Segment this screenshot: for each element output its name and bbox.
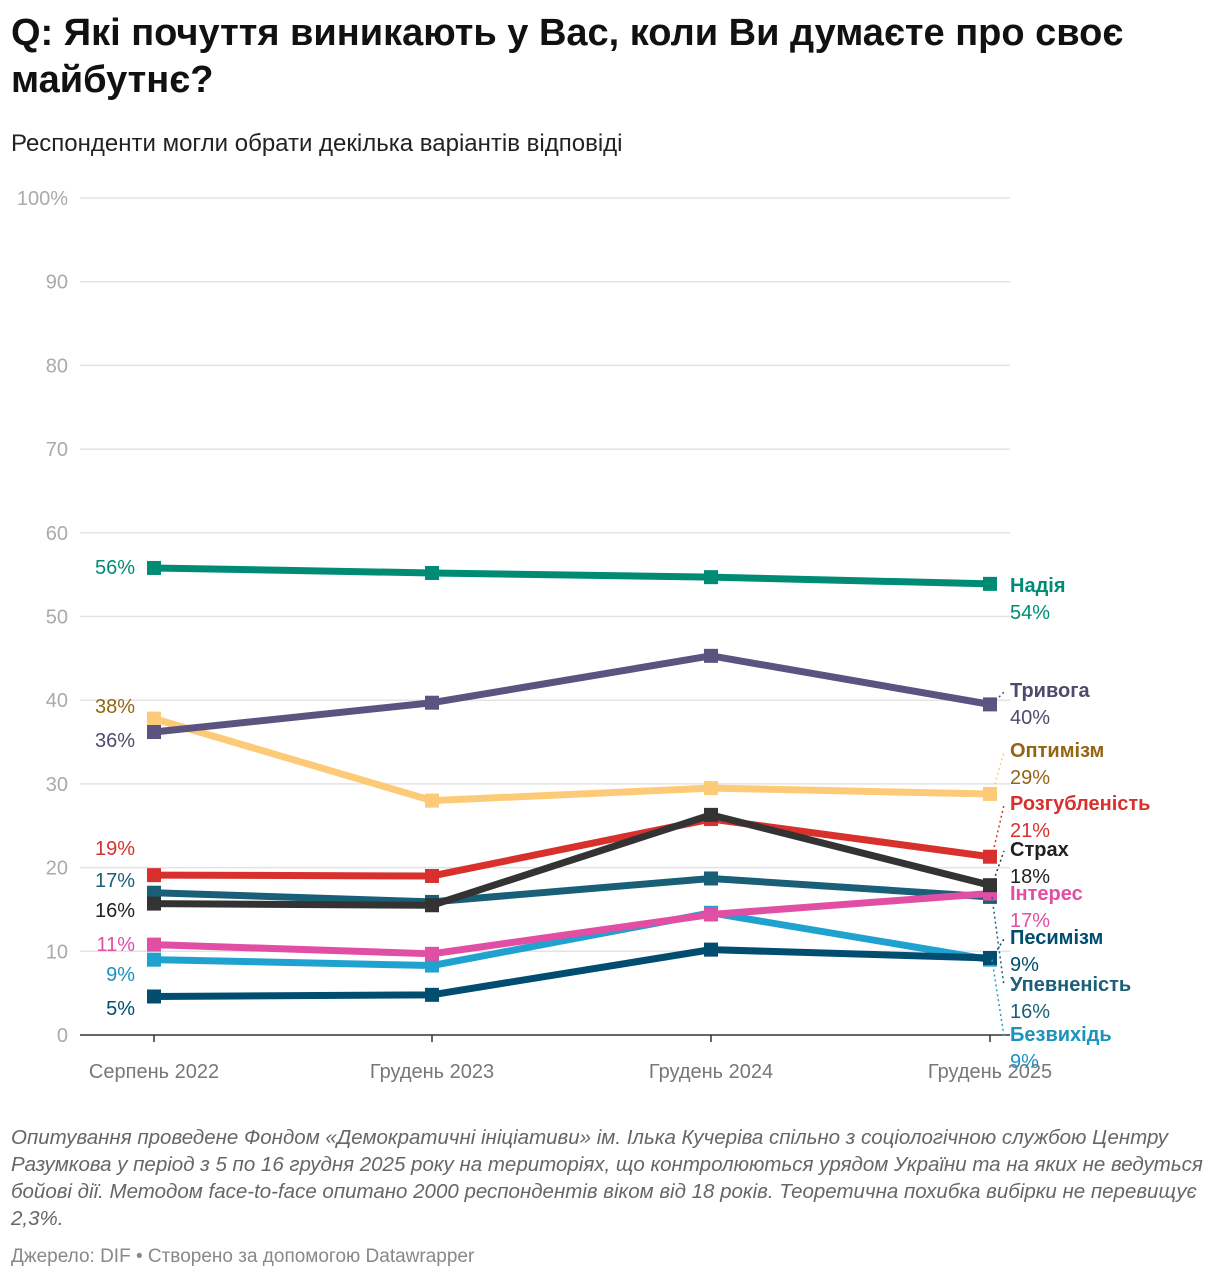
data-point bbox=[704, 907, 718, 922]
data-point bbox=[983, 697, 997, 712]
data-point bbox=[983, 786, 997, 801]
methodology-note: Опитування проведене Фондом «Демократичн… bbox=[11, 1126, 1203, 1230]
y-tick-label: 0 bbox=[57, 1025, 68, 1047]
data-point bbox=[704, 807, 718, 822]
y-tick-label: 40 bbox=[46, 690, 68, 712]
data-point bbox=[425, 946, 439, 961]
series-line bbox=[153, 652, 991, 736]
label-leader-line bbox=[991, 896, 1005, 987]
y-tick-label: 90 bbox=[46, 272, 68, 294]
data-labels: 56% 36% 38% 19% 16% 11% 5% 17% 9% Надія 54% Тривога… bbox=[95, 557, 1151, 1073]
x-tick-label: Грудень 2024 bbox=[649, 1061, 773, 1083]
y-tick-label: 30 bbox=[46, 774, 68, 796]
data-point bbox=[983, 878, 997, 893]
data-point bbox=[147, 896, 161, 911]
source-credit: Джерело: DIF • Створено за допомогою Dat… bbox=[11, 1246, 475, 1267]
end-value-label: 18% bbox=[1010, 866, 1050, 888]
data-point bbox=[425, 695, 439, 710]
data-point bbox=[147, 952, 161, 967]
series-line bbox=[153, 946, 991, 1000]
x-tick-label: Грудень 2023 bbox=[370, 1061, 494, 1083]
label-leader-line bbox=[991, 959, 1005, 1037]
series-name-label: Тривога bbox=[1010, 680, 1091, 702]
data-point bbox=[983, 576, 997, 591]
data-point bbox=[147, 989, 161, 1004]
series-line bbox=[153, 815, 991, 880]
line-chart: 0 10 20 30 40 50 60 70 80 90 100% Серпень 2022 Груд… bbox=[17, 188, 1151, 1083]
start-value-label: 17% bbox=[95, 870, 135, 892]
label-leader-line bbox=[991, 850, 1005, 886]
end-value-label: 16% bbox=[1010, 1001, 1050, 1023]
start-value-label: 11% bbox=[96, 934, 135, 956]
end-value-label: 17% bbox=[1010, 910, 1050, 932]
data-point bbox=[425, 793, 439, 808]
series-line bbox=[153, 890, 991, 958]
label-leader-line bbox=[991, 938, 1005, 959]
series-name-label: Безвихідь bbox=[1010, 1024, 1112, 1046]
chart-subtitle: Респонденти могли обрати декілька варіан… bbox=[11, 130, 623, 157]
series-name-label: Надія bbox=[1010, 575, 1066, 597]
data-point bbox=[704, 781, 718, 796]
start-value-label: 16% bbox=[95, 900, 135, 922]
data-point bbox=[147, 868, 161, 883]
series-name-label: Оптимізм bbox=[1010, 740, 1104, 762]
series-line bbox=[153, 564, 991, 588]
series-name-label: Страх bbox=[1010, 839, 1069, 861]
data-point bbox=[704, 570, 718, 585]
end-value-label: 54% bbox=[1010, 602, 1050, 624]
series-name-label: Песимізм bbox=[1010, 927, 1103, 949]
data-point bbox=[983, 849, 997, 864]
data-point bbox=[704, 871, 718, 886]
series-name-label: Упевненість bbox=[1010, 974, 1131, 996]
y-tick-label: 50 bbox=[46, 607, 68, 629]
start-value-label: 19% bbox=[95, 838, 135, 860]
data-point bbox=[425, 958, 439, 973]
y-tick-label: 60 bbox=[46, 523, 68, 545]
data-point bbox=[704, 648, 718, 663]
data-point bbox=[147, 885, 161, 900]
x-axis-ticks: Серпень 2022 Грудень 2023 Грудень 2024 Груд… bbox=[89, 1035, 1052, 1083]
data-point bbox=[147, 725, 161, 740]
y-tick-label: 100% bbox=[17, 188, 68, 210]
series-line bbox=[153, 811, 991, 909]
start-value-label: 5% bbox=[106, 998, 135, 1020]
series-lines bbox=[147, 560, 997, 1004]
end-value-label: 9% bbox=[1010, 954, 1039, 976]
end-value-label: 21% bbox=[1010, 820, 1050, 842]
data-point bbox=[425, 987, 439, 1002]
y-axis-ticks: 0 10 20 30 40 50 60 70 80 90 100% bbox=[17, 188, 68, 1047]
label-leader-line bbox=[991, 751, 1005, 795]
data-point bbox=[704, 942, 718, 957]
x-tick-label: Серпень 2022 bbox=[89, 1061, 219, 1083]
end-value-label: 40% bbox=[1010, 707, 1050, 729]
start-value-label: 56% bbox=[95, 557, 135, 579]
end-value-label: 9% bbox=[1010, 1051, 1039, 1073]
data-point bbox=[983, 950, 997, 965]
data-point bbox=[425, 868, 439, 883]
data-point bbox=[147, 711, 161, 726]
series-line bbox=[153, 909, 991, 970]
label-leader-line bbox=[991, 804, 1005, 857]
start-value-label: 36% bbox=[95, 730, 135, 752]
x-tick-label: Грудень 2025 bbox=[928, 1061, 1052, 1083]
y-tick-label: 10 bbox=[46, 941, 68, 963]
y-tick-label: 20 bbox=[46, 858, 68, 880]
data-point bbox=[425, 898, 439, 913]
start-value-label: 38% bbox=[95, 696, 135, 718]
y-tick-label: 80 bbox=[46, 355, 68, 377]
series-line bbox=[153, 874, 991, 906]
data-point bbox=[147, 937, 161, 952]
data-point bbox=[147, 560, 161, 575]
series-name-label: Розгубленість bbox=[1010, 793, 1150, 815]
y-tick-label: 70 bbox=[46, 439, 68, 461]
end-value-label: 29% bbox=[1010, 767, 1050, 789]
data-point bbox=[425, 565, 439, 580]
series-name-label: Інтерес bbox=[1010, 883, 1083, 905]
grid-lines bbox=[80, 197, 1010, 1036]
start-value-label: 9% bbox=[106, 964, 135, 986]
series-line bbox=[153, 715, 991, 805]
chart-title: Q: Які почуття виникають у Вас, коли Ви … bbox=[11, 12, 1124, 101]
